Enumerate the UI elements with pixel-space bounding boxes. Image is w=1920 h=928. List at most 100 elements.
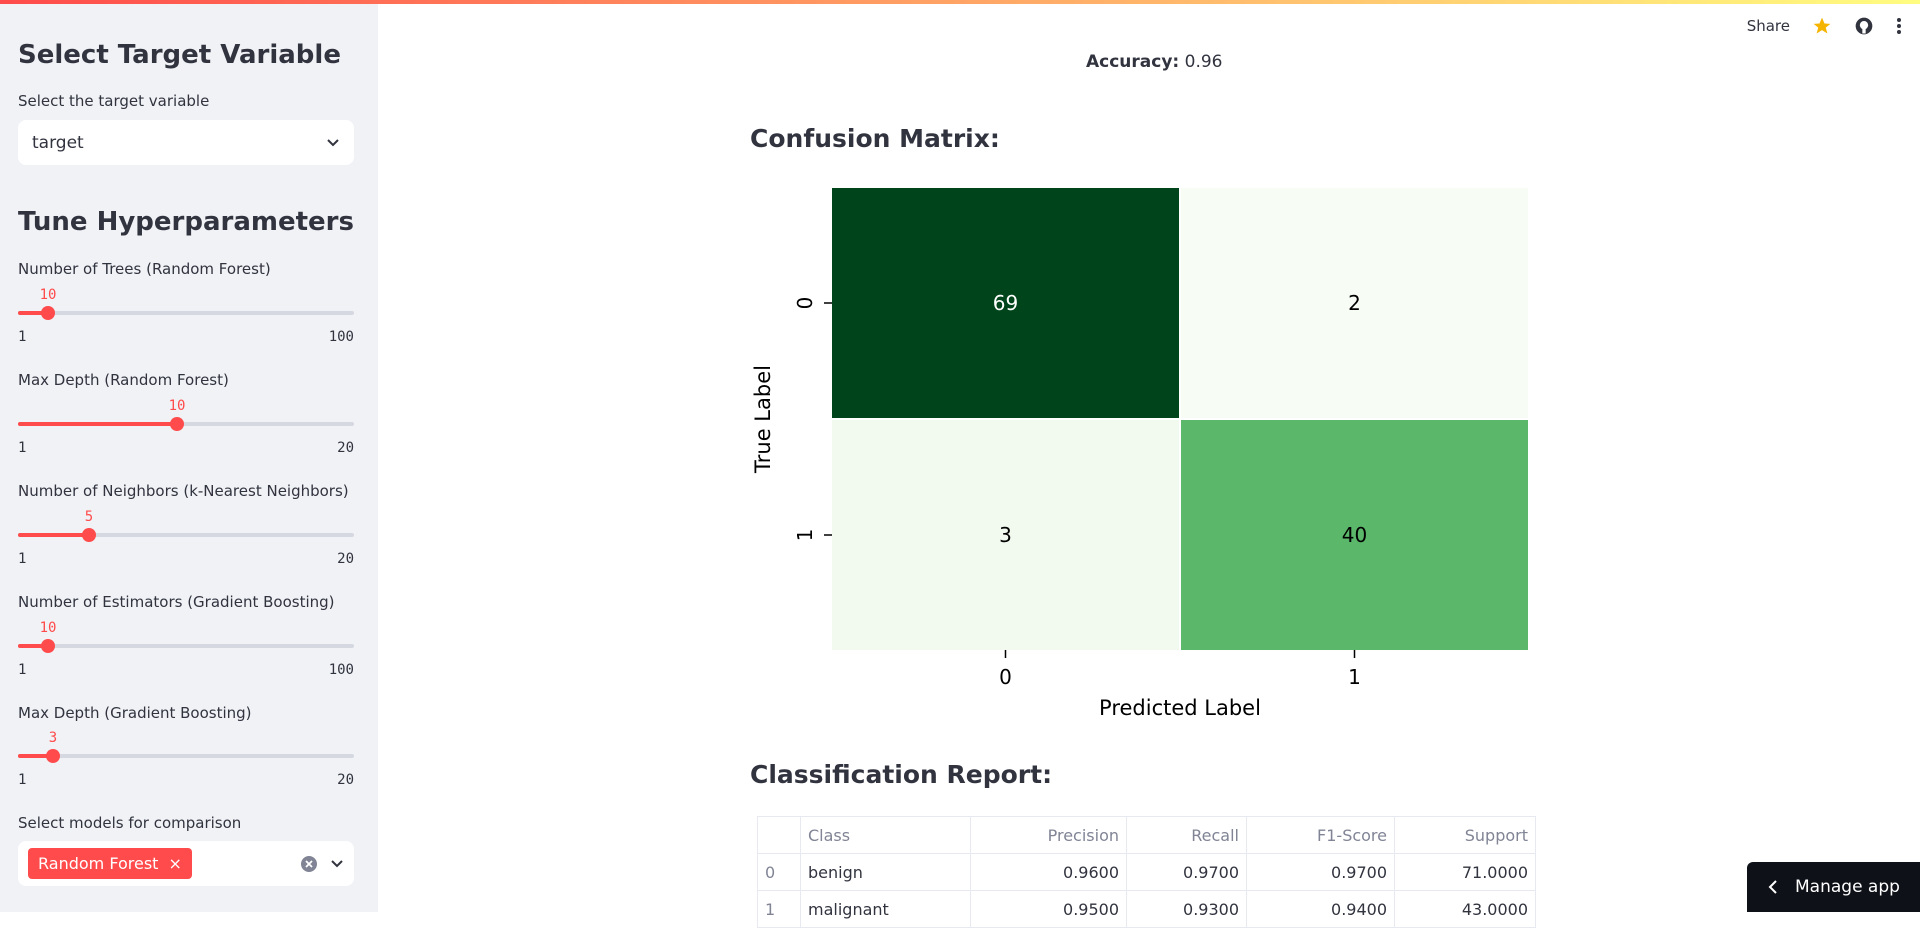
cell-value-label: 69 — [993, 291, 1018, 315]
table-cell: 0.9300 — [1126, 890, 1247, 928]
slider-fill — [18, 754, 53, 758]
table-cell: 0.9600 — [970, 853, 1127, 891]
cell-value-label: 2 — [1348, 291, 1361, 315]
column-header: F1-Score — [1246, 816, 1395, 854]
accuracy-value: 0.96 — [1184, 52, 1223, 72]
slider-label: Number of Trees (Random Forest) — [18, 260, 271, 278]
slider-max: 20 — [337, 551, 354, 567]
slider-min: 1 — [18, 329, 27, 345]
row-index: 1 — [757, 890, 801, 928]
slider-track — [18, 311, 354, 315]
slider-depth-gb[interactable]: 3 1 20 — [18, 730, 354, 790]
slider-value: 3 — [48, 730, 58, 746]
y-tick-label: 0 — [793, 297, 817, 310]
slider-min: 1 — [18, 772, 27, 788]
confusion-matrix-title: Confusion Matrix: — [750, 124, 1000, 153]
slider-neighbors-knn[interactable]: 5 1 20 — [18, 509, 354, 569]
heatmap-cell — [1181, 420, 1528, 650]
table-header-row: Class Precision Recall F1-Score Support — [757, 816, 1536, 854]
slider-label: Max Depth (Gradient Boosting) — [18, 704, 252, 722]
chevron-down-icon[interactable] — [330, 857, 344, 871]
slider-label: Number of Neighbors (k-Nearest Neighbors… — [18, 482, 349, 500]
cell-value-label: 40 — [1342, 523, 1367, 547]
column-header: Recall — [1126, 816, 1247, 854]
x-axis-label: Predicted Label — [1099, 696, 1261, 720]
slider-min: 1 — [18, 440, 27, 456]
table-cell: benign — [800, 853, 971, 891]
column-header: Support — [1394, 816, 1536, 854]
x-tick-label: 0 — [999, 665, 1012, 689]
table-cell: 0.9400 — [1246, 890, 1395, 928]
confusion-matrix-chart: 69 2 3 40 0 1 0 1 Predicted Label True Label — [751, 188, 1528, 720]
slider-thumb[interactable] — [170, 417, 184, 431]
more-options-icon[interactable] — [1896, 16, 1902, 36]
model-tag-label: Random Forest — [38, 854, 159, 873]
slider-trees-rf[interactable]: 10 1 100 — [18, 287, 354, 347]
slider-fill — [18, 644, 48, 648]
slider-value: 5 — [84, 509, 94, 525]
share-button[interactable]: Share — [1746, 17, 1790, 35]
chevron-down-icon — [327, 138, 339, 146]
y-axis-label: True Label — [751, 365, 775, 474]
y-tick-label: 1 — [793, 529, 817, 542]
heatmap-cell — [832, 420, 1179, 650]
chevron-left-icon — [1768, 880, 1777, 894]
slider-track — [18, 533, 354, 537]
table-row: 0 benign 0.9600 0.9700 0.9700 71.0000 — [757, 853, 1536, 891]
table-cell: 43.0000 — [1394, 890, 1536, 928]
slider-min: 1 — [18, 551, 27, 567]
slider-max: 20 — [337, 772, 354, 788]
table-cell: 71.0000 — [1394, 853, 1536, 891]
slider-fill — [18, 533, 89, 537]
slider-depth-rf[interactable]: 10 1 20 — [18, 398, 354, 458]
slider-value: 10 — [168, 398, 186, 414]
slider-thumb[interactable] — [82, 528, 96, 542]
star-icon[interactable] — [1812, 16, 1832, 36]
manage-app-button[interactable]: Manage app — [1747, 862, 1920, 912]
target-variable-title: Select Target Variable — [18, 40, 341, 70]
target-variable-select[interactable]: target — [18, 120, 354, 165]
header-actions: Share — [1747, 16, 1902, 36]
accuracy-text: Accuracy: 0.96 — [1086, 52, 1223, 72]
slider-thumb[interactable] — [41, 306, 55, 320]
table-cell: malignant — [800, 890, 971, 928]
slider-value: 10 — [39, 287, 57, 303]
heatmap-cell — [832, 188, 1179, 418]
remove-tag-icon[interactable]: × — [168, 854, 182, 873]
table-cell: 0.9500 — [970, 890, 1127, 928]
models-multiselect[interactable]: Random Forest × — [18, 841, 354, 886]
cell-value-label: 3 — [999, 523, 1012, 547]
slider-max: 20 — [337, 440, 354, 456]
table-cell: 0.9700 — [1126, 853, 1247, 891]
accuracy-label: Accuracy: — [1086, 52, 1180, 72]
table-row: 1 malignant 0.9500 0.9300 0.9400 43.0000 — [757, 890, 1536, 928]
slider-max: 100 — [328, 329, 354, 345]
table-cell: 0.9700 — [1246, 853, 1395, 891]
column-header: Precision — [970, 816, 1127, 854]
row-index: 0 — [757, 853, 801, 891]
classification-report-table: Class Precision Recall F1-Score Support … — [757, 816, 1536, 928]
slider-fill — [18, 422, 177, 426]
clear-icon[interactable] — [300, 855, 318, 873]
target-variable-value: target — [32, 132, 84, 153]
slider-thumb[interactable] — [46, 749, 60, 763]
tune-hyperparameters-title: Tune Hyperparameters — [18, 207, 354, 237]
manage-app-label: Manage app — [1795, 877, 1900, 897]
models-label: Select models for comparison — [18, 814, 242, 832]
slider-estimators-gb[interactable]: 10 1 100 — [18, 620, 354, 680]
slider-label: Number of Estimators (Gradient Boosting) — [18, 593, 335, 611]
slider-track — [18, 754, 354, 758]
slider-label: Max Depth (Random Forest) — [18, 371, 229, 389]
x-tick-label: 1 — [1348, 665, 1361, 689]
slider-min: 1 — [18, 662, 27, 678]
column-header — [757, 816, 801, 854]
slider-fill — [18, 311, 48, 315]
column-header: Class — [800, 816, 971, 854]
slider-max: 100 — [328, 662, 354, 678]
slider-track — [18, 422, 354, 426]
target-variable-label: Select the target variable — [18, 92, 210, 110]
slider-value: 10 — [39, 620, 57, 636]
slider-thumb[interactable] — [41, 639, 55, 653]
top-decoration-bar — [0, 0, 1920, 4]
github-icon[interactable] — [1854, 16, 1874, 36]
